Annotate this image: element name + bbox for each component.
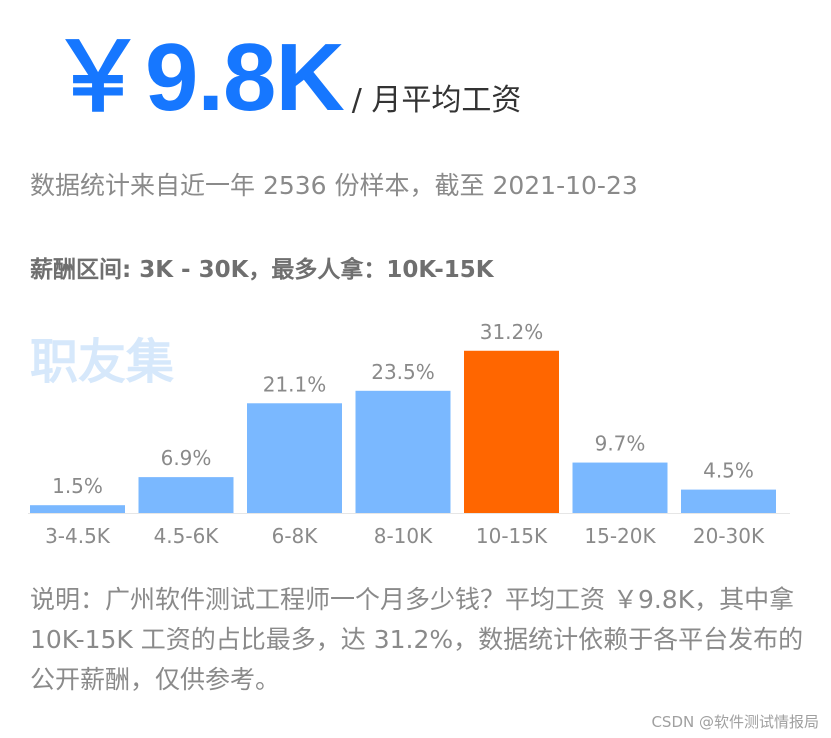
source-credit: CSDN @软件测试情报局 xyxy=(651,713,819,731)
data-label: 4.5% xyxy=(703,459,754,483)
bar-4.5-6K xyxy=(138,477,234,513)
bar-15-20K xyxy=(572,462,668,513)
x-tick-label: 10-15K xyxy=(476,524,548,548)
description-note: 说明：广州软件测试工程师一个月多少钱？平均工资 ￥9.8K，其中拿 10K-15… xyxy=(30,585,804,694)
data-label: 21.1% xyxy=(263,372,327,396)
salary-range: 薪酬区间: 3K - 30K，最多人拿：10K-15K xyxy=(30,257,494,283)
bar-10-15K xyxy=(464,350,559,513)
x-tick-label: 4.5-6K xyxy=(154,524,220,548)
x-tick-label: 15-20K xyxy=(584,524,656,548)
salary-unit: / 月平均工资 xyxy=(351,83,522,118)
data-label: 6.9% xyxy=(161,446,212,470)
watermark-logo: 职友集 xyxy=(30,334,175,390)
x-tick-label: 8-10K xyxy=(374,524,433,548)
x-tick-label: 20-30K xyxy=(693,524,765,548)
bar-6-8K xyxy=(247,403,342,513)
data-label: 23.5% xyxy=(371,360,435,384)
data-label: 31.2% xyxy=(480,320,544,344)
bar-8-10K xyxy=(355,390,451,513)
salary-distribution-chart: 1.5% 3-4.5K 6.9% 4.5-6K 21.1% 6-8K 23.5% 8-10K 3… xyxy=(28,320,790,548)
data-label: 9.7% xyxy=(595,432,646,456)
x-tick-label: 3-4.5K xyxy=(45,524,111,548)
bar-3-4.5K xyxy=(30,505,125,513)
x-tick-label: 6-8K xyxy=(272,524,319,548)
average-salary: ￥9.8K xyxy=(50,24,345,131)
sample-info: 数据统计来自近一年 2536 份样本，截至 2021-10-23 xyxy=(30,171,638,200)
bar-20-30K xyxy=(681,489,776,513)
salary-heading: ￥9.8K / 月平均工资 xyxy=(50,30,521,126)
data-label: 1.5% xyxy=(52,474,103,498)
